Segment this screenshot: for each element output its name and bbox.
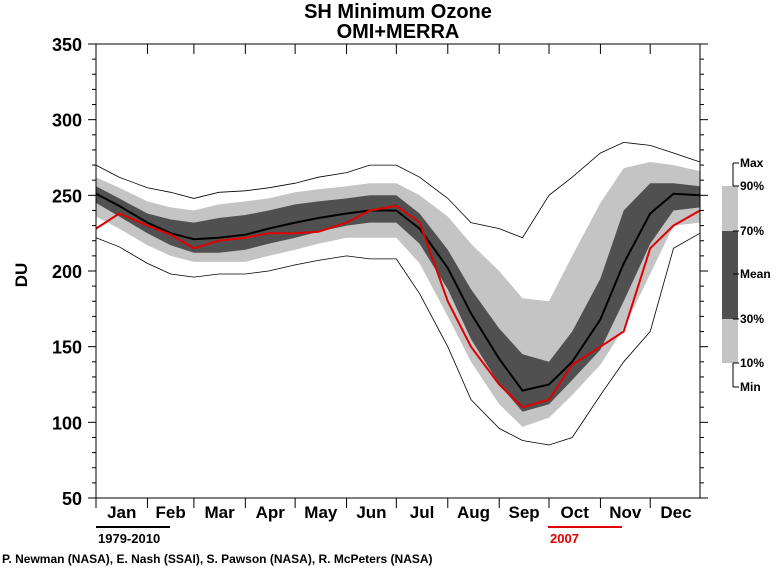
x-axis-ticks: Jan Feb Mar Apr May Jun Jul Aug Sep Oct Nov Dec (95, 44, 692, 522)
x-tick-label: Jun (356, 503, 386, 522)
legend-label: 30% (740, 312, 764, 326)
series-2007-line (95, 204, 701, 409)
series-max-line (95, 141, 701, 239)
x-tick-label: Aug (457, 503, 490, 522)
x-tick-label: Apr (256, 503, 286, 522)
series-lines (95, 141, 701, 446)
y-axis-ticks: 50 100 150 200 250 300 350 (52, 35, 708, 509)
percentile-legend: Max 90% 70% Mean 30% 10% Min (722, 156, 771, 394)
x-tick-label: Feb (156, 503, 186, 522)
y-tick-label: 150 (52, 338, 82, 358)
y-tick-label: 300 (52, 111, 82, 131)
series-mean-line (95, 192, 701, 392)
y-tick-label: 350 (52, 35, 82, 55)
legend-label: Mean (740, 267, 771, 281)
x-tick-label: Sep (509, 503, 540, 522)
legend-label: 70% (740, 224, 764, 238)
y-tick-label: 50 (62, 489, 82, 509)
y-tick-label: 100 (52, 413, 82, 433)
x-tick-label: Jul (410, 503, 435, 522)
legend-band-30-70 (722, 231, 738, 319)
x-tick-label: Nov (609, 503, 642, 522)
x-tick-label: Oct (561, 503, 590, 522)
percentile-bands (96, 162, 700, 427)
chart-title: SH Minimum Ozone (304, 1, 492, 23)
band-30-70 (96, 183, 700, 412)
y-tick-label: 250 (52, 186, 82, 206)
legend-label: 10% (740, 356, 764, 370)
climatology-period-label: 1979-2010 (98, 531, 161, 546)
y-tick-label: 200 (52, 262, 82, 282)
x-tick-label: Dec (660, 503, 691, 522)
highlight-year-label: 2007 (550, 531, 579, 546)
chart-subtitle: OMI+MERRA (337, 21, 460, 43)
legend-label: Min (740, 380, 761, 394)
x-tick-label: May (304, 503, 338, 522)
y-axis-label: DU (12, 263, 31, 288)
x-tick-label: Mar (205, 503, 236, 522)
legend-label: 90% (740, 179, 764, 193)
x-tick-label: Jan (107, 503, 136, 522)
series-min-line (95, 232, 701, 446)
credit-line: P. Newman (NASA), E. Nash (SSAI), S. Paw… (2, 552, 433, 566)
legend-label: Max (740, 156, 764, 170)
